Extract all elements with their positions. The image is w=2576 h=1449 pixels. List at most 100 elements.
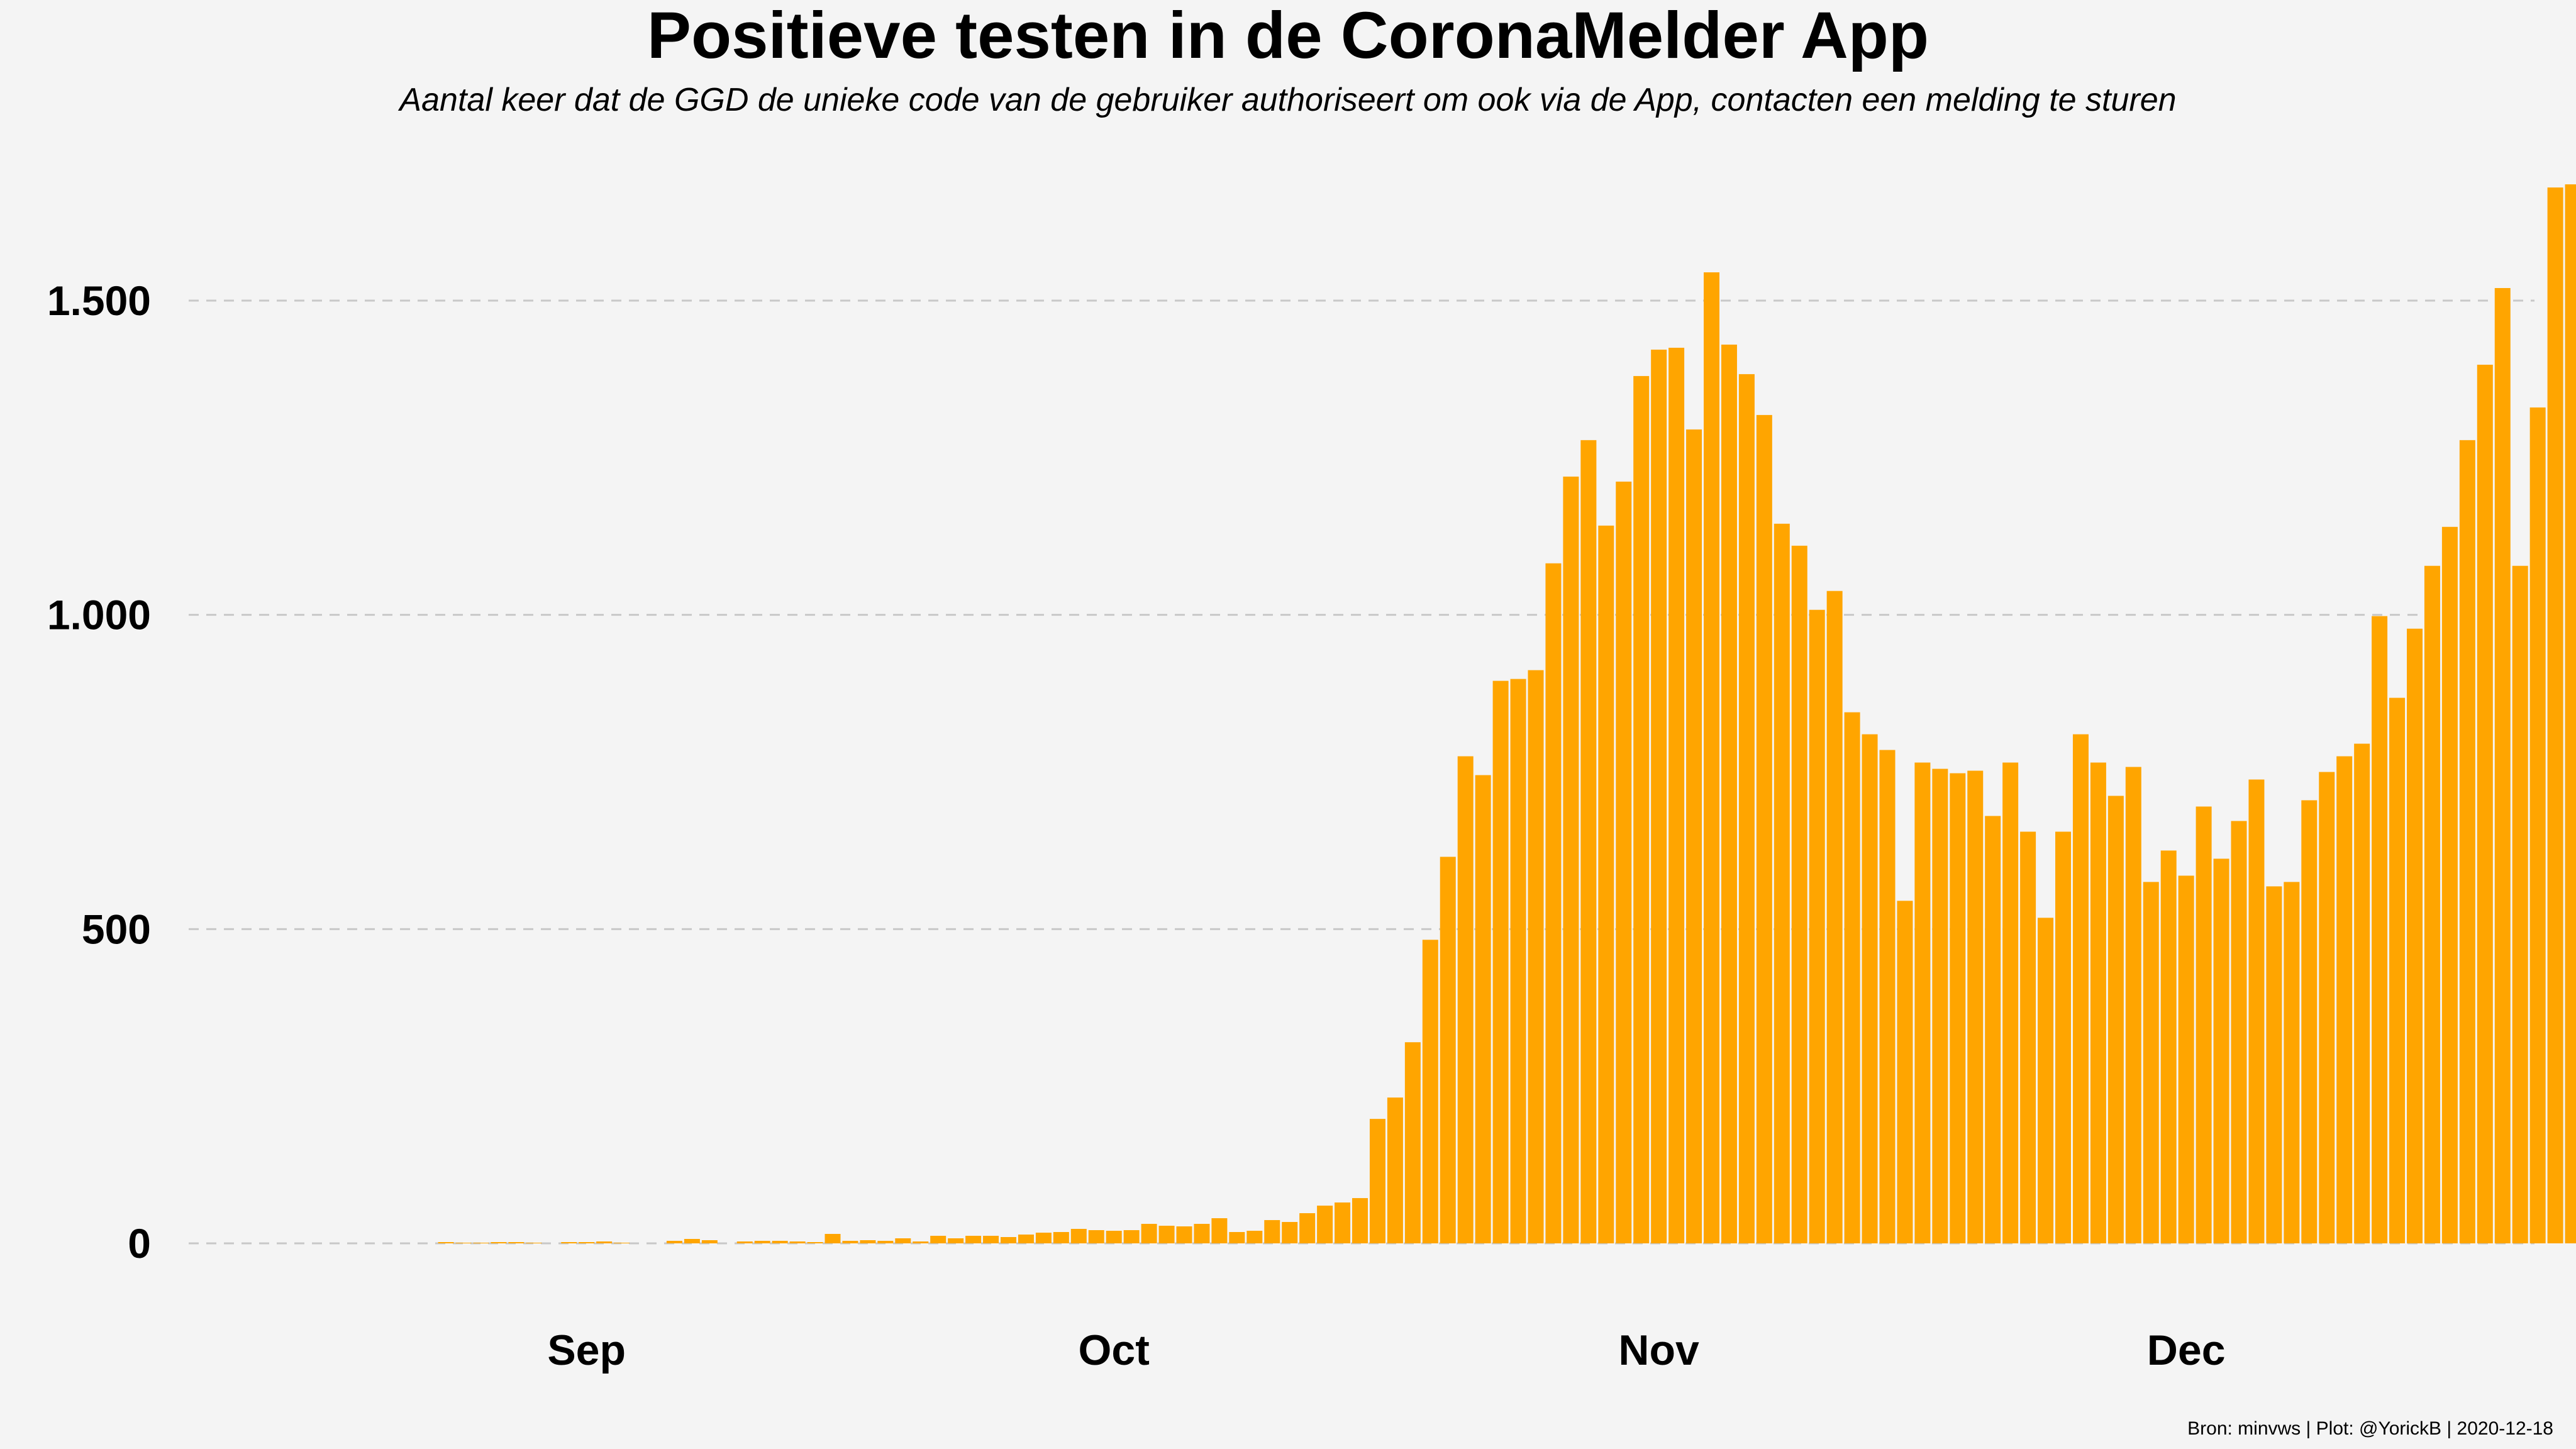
bar (860, 1240, 876, 1243)
bar (1598, 525, 1614, 1243)
bar (1950, 773, 1966, 1243)
bar (1158, 1226, 1175, 1243)
bar (596, 1241, 613, 1243)
bar (1176, 1226, 1192, 1243)
y-tick-label: 1.000 (47, 592, 151, 638)
bar (913, 1241, 929, 1243)
bar (2248, 779, 2265, 1243)
bar (2547, 187, 2563, 1243)
bar (2301, 800, 2318, 1243)
bar (1457, 756, 1474, 1243)
bar (1580, 440, 1597, 1243)
bar (2565, 184, 2576, 1244)
x-tick-label: Dec (2147, 1326, 2226, 1374)
bar (1106, 1231, 1122, 1243)
bar (684, 1239, 700, 1243)
bar (1809, 609, 1825, 1243)
bar (2178, 875, 2194, 1243)
bar (877, 1241, 894, 1243)
bar (789, 1241, 806, 1243)
bar (2160, 850, 2177, 1243)
bar (1967, 770, 1984, 1243)
bar (1194, 1224, 1210, 1243)
bar (1035, 1233, 1052, 1243)
bar (2020, 831, 2036, 1243)
bar (2512, 565, 2528, 1243)
bar (1721, 344, 1737, 1243)
bar (2107, 796, 2124, 1243)
source-caption: Bron: minvws | Plot: @YorickB | 2020-12-… (2187, 1418, 2553, 1439)
bar (2389, 697, 2406, 1243)
bar (1492, 680, 1509, 1243)
bar (2002, 762, 2019, 1243)
bar (2372, 616, 2388, 1243)
y-tick-label: 1.500 (47, 277, 151, 324)
bar (1123, 1230, 1140, 1243)
bar (1686, 429, 1702, 1244)
bar (1563, 476, 1579, 1243)
bar (1001, 1237, 1016, 1243)
bar (1211, 1218, 1228, 1243)
x-tick-label: Sep (547, 1326, 626, 1374)
bar (1369, 1119, 1385, 1243)
bar (1756, 414, 1772, 1243)
bar (2196, 806, 2212, 1243)
bar (1651, 349, 1667, 1243)
bar (1738, 374, 1755, 1243)
bar (1862, 734, 1878, 1243)
bar (438, 1242, 454, 1243)
chart-subtitle: Aantal keer dat de GGD de unieke code va… (397, 82, 2176, 118)
bar (983, 1236, 999, 1243)
bar (1088, 1230, 1104, 1243)
bar (1897, 901, 1913, 1243)
bar (2477, 364, 2493, 1243)
bar (1070, 1229, 1087, 1243)
chart-title: Positieve testen in de CoronaMelder App (647, 0, 1929, 72)
bar (807, 1242, 823, 1243)
bar (1387, 1097, 1403, 1243)
bar (1545, 563, 1562, 1243)
bar (1440, 857, 1456, 1243)
bar (2529, 407, 2546, 1243)
bar (1475, 775, 1491, 1243)
bar (508, 1242, 525, 1243)
bar (1282, 1222, 1298, 1243)
bar (824, 1234, 841, 1243)
bar (491, 1242, 507, 1243)
bar (2055, 831, 2071, 1243)
bar (1985, 816, 2001, 1243)
bar (2125, 767, 2141, 1243)
y-axis-ticks: 0 500 1.000 1.500 (47, 277, 151, 1267)
bar (1018, 1235, 1034, 1243)
bar (1246, 1231, 1263, 1243)
y-tick-label: 500 (82, 906, 151, 952)
bar (2266, 886, 2282, 1243)
bar (1704, 272, 1719, 1243)
bar (948, 1238, 964, 1243)
bar (1053, 1232, 1069, 1243)
bar (1914, 762, 1931, 1243)
bar (2213, 858, 2229, 1243)
bar (1299, 1213, 1316, 1243)
bar (736, 1241, 753, 1243)
bar (2090, 762, 2106, 1243)
bar (1422, 940, 1438, 1243)
bar (2494, 288, 2511, 1244)
x-tick-label: Nov (1618, 1326, 1699, 1374)
bar (965, 1236, 982, 1243)
bar (2231, 821, 2247, 1243)
bar (1826, 591, 1843, 1243)
bar (561, 1242, 577, 1243)
bar (1879, 750, 1896, 1243)
bar (1317, 1206, 1333, 1243)
bar (1264, 1220, 1280, 1243)
bar (1229, 1232, 1245, 1243)
bars (438, 184, 2576, 1244)
bar (1932, 769, 1948, 1243)
bar (2038, 918, 2054, 1243)
y-tick-label: 0 (128, 1220, 151, 1267)
bar (1141, 1224, 1157, 1243)
bar (701, 1240, 718, 1243)
bar (1791, 545, 1807, 1243)
bar (1528, 670, 1544, 1243)
